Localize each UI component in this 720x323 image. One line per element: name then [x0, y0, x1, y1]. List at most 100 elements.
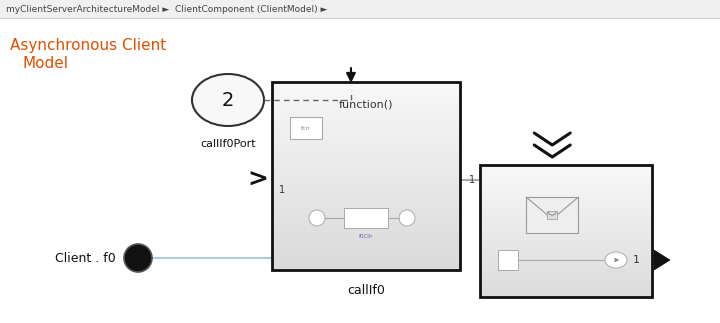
Bar [480, 197, 652, 198]
Circle shape [399, 210, 415, 226]
Bar [480, 251, 652, 252]
Bar [272, 93, 460, 94]
Bar [272, 262, 460, 263]
Bar [272, 218, 460, 219]
Bar [480, 261, 652, 262]
Bar [272, 229, 460, 230]
Bar [272, 149, 460, 150]
Bar [272, 94, 460, 95]
Bar [272, 84, 460, 85]
Text: 1: 1 [632, 255, 639, 265]
Bar [480, 219, 652, 220]
Bar [480, 209, 652, 210]
Bar [272, 126, 460, 127]
Bar [480, 285, 652, 286]
Bar [480, 259, 652, 260]
Bar [272, 174, 460, 175]
Bar [480, 270, 652, 271]
Bar [480, 252, 652, 253]
Bar [272, 241, 460, 242]
Bar [272, 221, 460, 222]
Bar [272, 163, 460, 164]
Bar [272, 201, 460, 202]
Bar [272, 197, 460, 198]
Bar [480, 266, 652, 267]
Bar [272, 155, 460, 156]
Bar [272, 191, 460, 192]
Bar [480, 168, 652, 169]
Bar [272, 107, 460, 108]
Bar [272, 118, 460, 119]
Text: Model: Model [22, 56, 68, 70]
Bar [272, 219, 460, 220]
Bar [480, 291, 652, 292]
Bar [480, 187, 652, 188]
Bar [272, 194, 460, 195]
Bar [272, 246, 460, 247]
Bar [272, 198, 460, 199]
Bar [480, 240, 652, 241]
Bar [272, 261, 460, 262]
Bar [272, 177, 460, 178]
Bar [272, 156, 460, 157]
Bar [272, 168, 460, 169]
Bar [480, 174, 652, 175]
Bar [480, 229, 652, 230]
Bar [272, 259, 460, 260]
Bar [480, 269, 652, 270]
Bar [272, 175, 460, 176]
Bar [480, 210, 652, 211]
Bar [272, 265, 460, 266]
Bar [272, 189, 460, 190]
Bar [272, 200, 460, 201]
Bar [272, 115, 460, 116]
Bar [480, 185, 652, 186]
Bar [480, 180, 652, 181]
Bar [480, 238, 652, 239]
Bar [272, 144, 460, 145]
Bar [272, 193, 460, 194]
Bar [480, 188, 652, 189]
Bar [272, 173, 460, 174]
Bar [272, 196, 460, 197]
Bar [480, 263, 652, 264]
Bar [272, 148, 460, 149]
Bar [480, 171, 652, 172]
Bar [272, 232, 460, 233]
Bar [480, 249, 652, 250]
Bar [272, 253, 460, 254]
Bar [498, 250, 518, 270]
Bar [480, 294, 652, 295]
Bar [480, 202, 652, 203]
Bar [272, 268, 460, 269]
Bar [480, 274, 652, 275]
Bar [272, 166, 460, 167]
Bar [272, 133, 460, 134]
Bar [480, 288, 652, 289]
Text: 2: 2 [222, 90, 234, 109]
Bar [480, 167, 652, 168]
Polygon shape [654, 250, 670, 270]
Bar [480, 287, 652, 288]
Bar [272, 224, 460, 225]
Bar [272, 159, 460, 160]
Bar [272, 140, 460, 141]
Bar [480, 284, 652, 285]
Bar [480, 293, 652, 294]
Bar [272, 147, 460, 148]
Bar [272, 141, 460, 142]
Bar [480, 255, 652, 256]
Bar [480, 221, 652, 222]
Text: myClientServerArchitectureModel ►  ClientComponent (ClientModel) ►: myClientServerArchitectureModel ► Client… [6, 5, 328, 14]
Bar [480, 246, 652, 247]
Bar [272, 210, 460, 211]
Bar [480, 242, 652, 243]
Bar [272, 139, 460, 140]
Bar [272, 184, 460, 185]
Bar [480, 292, 652, 293]
Bar [480, 165, 652, 297]
Bar [272, 179, 460, 180]
Bar [272, 98, 460, 99]
Bar [272, 213, 460, 214]
Bar [480, 224, 652, 225]
